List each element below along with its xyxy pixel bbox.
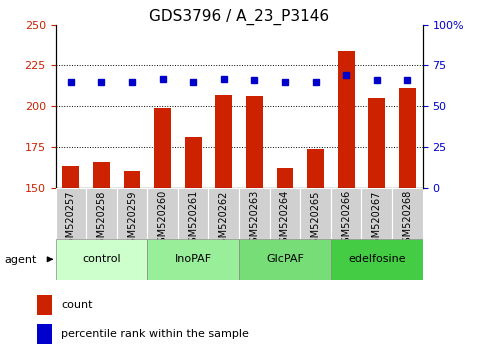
Text: GSM520264: GSM520264	[280, 190, 290, 250]
Bar	[56, 188, 86, 239]
Text: GSM520259: GSM520259	[127, 190, 137, 250]
Text: GSM520268: GSM520268	[402, 190, 412, 250]
Bar	[331, 188, 361, 239]
Text: count: count	[61, 300, 93, 310]
Text: GSM520258: GSM520258	[97, 190, 106, 250]
Bar	[331, 239, 423, 280]
Bar	[37, 324, 53, 344]
Text: GSM520260: GSM520260	[157, 190, 168, 250]
Bar	[307, 149, 324, 188]
Bar	[37, 295, 53, 315]
Bar	[147, 188, 178, 239]
Text: GSM520266: GSM520266	[341, 190, 351, 250]
Text: percentile rank within the sample: percentile rank within the sample	[61, 329, 249, 339]
Bar	[86, 188, 117, 239]
Bar	[209, 188, 239, 239]
Bar	[154, 108, 171, 188]
Bar	[246, 96, 263, 188]
Bar	[215, 95, 232, 188]
Title: GDS3796 / A_23_P3146: GDS3796 / A_23_P3146	[149, 8, 329, 25]
Text: GSM520257: GSM520257	[66, 190, 76, 250]
Bar	[239, 239, 331, 280]
Text: GlcPAF: GlcPAF	[266, 254, 304, 264]
Bar	[300, 188, 331, 239]
Bar	[178, 188, 209, 239]
Bar	[239, 188, 270, 239]
Text: GSM520265: GSM520265	[311, 190, 321, 250]
Bar	[147, 239, 239, 280]
Bar	[93, 161, 110, 188]
Bar	[62, 166, 79, 188]
Bar	[392, 188, 423, 239]
Bar	[338, 51, 355, 188]
Text: edelfosine: edelfosine	[348, 254, 406, 264]
Bar	[270, 188, 300, 239]
Text: GSM520261: GSM520261	[188, 190, 198, 250]
Bar	[361, 188, 392, 239]
Bar	[369, 98, 385, 188]
Bar	[277, 168, 293, 188]
Text: GSM520263: GSM520263	[249, 190, 259, 250]
Bar	[185, 137, 201, 188]
Text: InoPAF: InoPAF	[175, 254, 212, 264]
Bar	[117, 188, 147, 239]
Text: GSM520267: GSM520267	[372, 190, 382, 250]
Bar	[56, 239, 147, 280]
Text: control: control	[82, 254, 121, 264]
Text: GSM520262: GSM520262	[219, 190, 229, 250]
Bar	[124, 171, 141, 188]
Bar	[399, 88, 416, 188]
Text: agent: agent	[5, 255, 37, 265]
